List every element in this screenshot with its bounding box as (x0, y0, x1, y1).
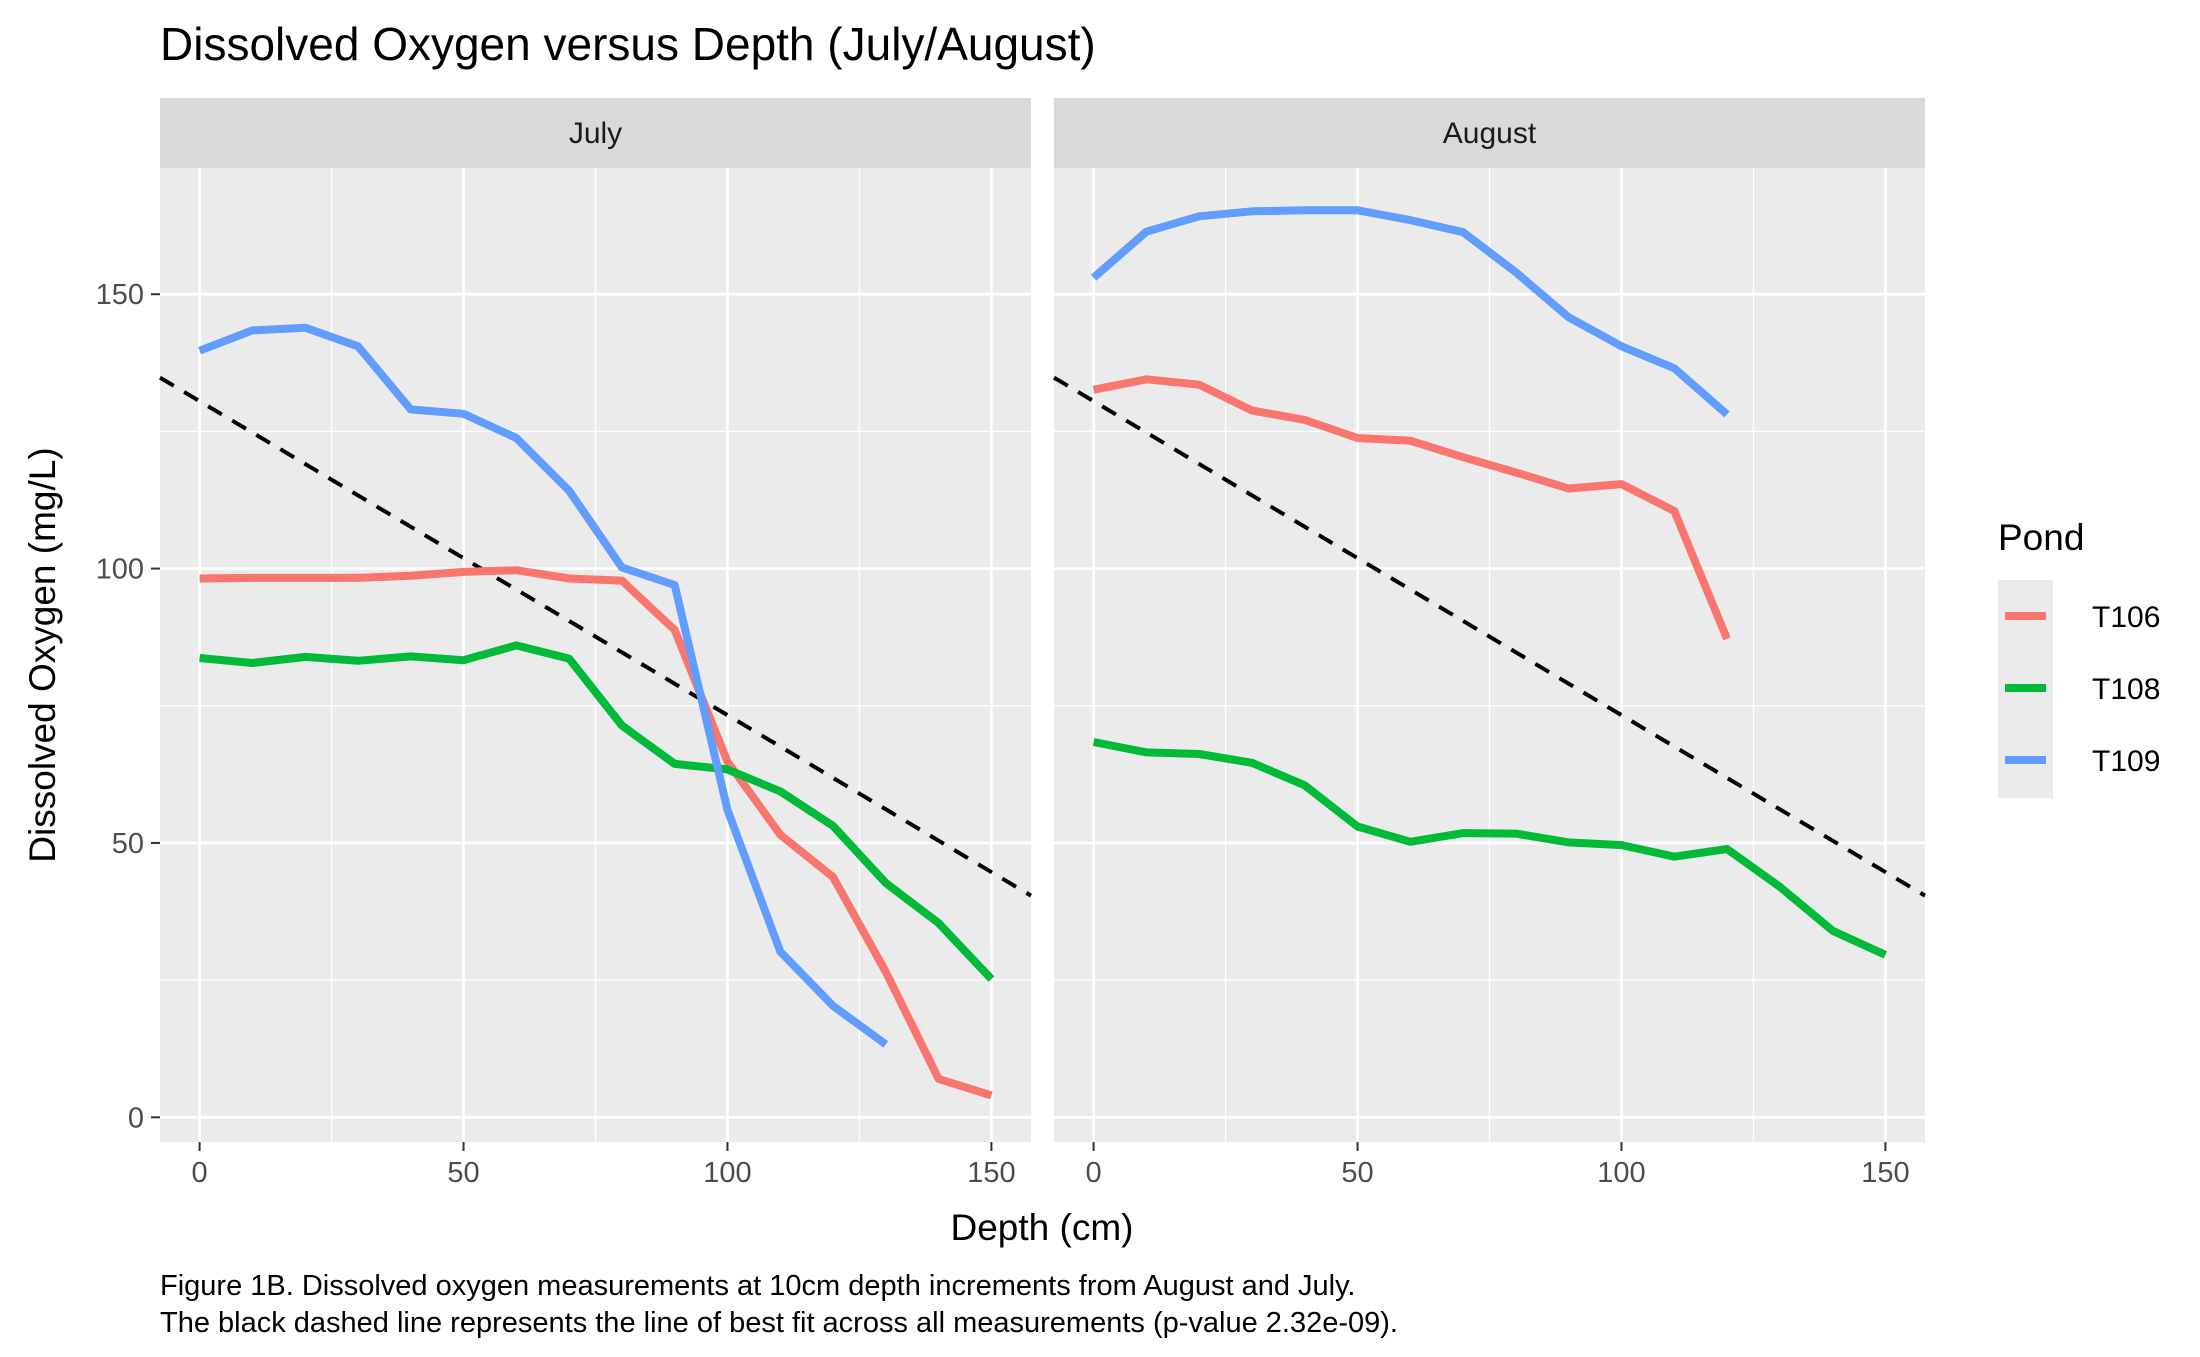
legend-label-t106: T106 (2092, 601, 2160, 634)
series-line-t109 (198, 323, 889, 1048)
series-july (198, 323, 995, 1100)
series-line-t108 (199, 641, 995, 982)
x-tick-label: 0 (192, 1157, 208, 1189)
fit-line-july (158, 375, 1033, 898)
series-line-t108 (1092, 738, 1888, 959)
panel-august: August 0 50 100 150 (1052, 98, 1927, 1189)
y-tick-label: 0 (128, 1102, 144, 1134)
y-axis-title: Dissolved Oxygen (mg/L) (22, 447, 63, 862)
best-fit-line (158, 375, 1033, 898)
x-tick-label: 50 (1341, 1157, 1373, 1189)
legend-title: Pond (1998, 517, 2084, 558)
legend-label-t109: T109 (2092, 745, 2160, 778)
strip-july (160, 98, 1031, 168)
caption-line-2: The black dashed line represents the lin… (160, 1307, 1398, 1339)
x-ticks-august: 0 50 100 150 (1086, 1142, 1910, 1189)
x-tick-label: 100 (1597, 1157, 1645, 1189)
caption-line-1: Figure 1B. Dissolved oxygen measurements… (160, 1270, 1356, 1302)
series-line-t106 (1092, 375, 1731, 641)
figure-caption: Figure 1B. Dissolved oxygen measurements… (160, 1268, 1398, 1342)
y-ticks: 0 50 100 150 (96, 279, 160, 1134)
y-tick-label: 150 (96, 279, 144, 311)
best-fit-line (1052, 375, 1927, 898)
legend-label-t108: T108 (2092, 673, 2160, 706)
strip-label-july: July (569, 117, 622, 150)
strip-label-august: August (1443, 117, 1537, 150)
x-tick-label: 100 (703, 1157, 751, 1189)
grid-july (160, 168, 1031, 1142)
y-tick-label: 100 (96, 554, 144, 586)
grid-august (1054, 168, 1925, 1142)
x-tick-label: 50 (447, 1157, 479, 1189)
series-august (1090, 206, 1888, 959)
x-axis-title: Depth (cm) (951, 1207, 1134, 1248)
x-tick-label: 0 (1086, 1157, 1102, 1189)
fit-line-august (1052, 375, 1927, 898)
panel-july: July 0 50 100 150 (158, 98, 1033, 1189)
legend-items: T106 T108 T109 (2005, 601, 2160, 778)
y-tick-label: 50 (112, 828, 144, 860)
x-ticks-july: 0 50 100 150 (192, 1142, 1016, 1189)
x-tick-label: 150 (1861, 1157, 1909, 1189)
legend: Pond T106 T108 T109 (1998, 517, 2160, 798)
x-tick-label: 150 (967, 1157, 1015, 1189)
series-line-t109 (1090, 206, 1730, 418)
chart-title: Dissolved Oxygen versus Depth (July/Augu… (160, 18, 1096, 70)
strip-august (1054, 98, 1925, 168)
series-line-t106 (199, 566, 993, 1100)
